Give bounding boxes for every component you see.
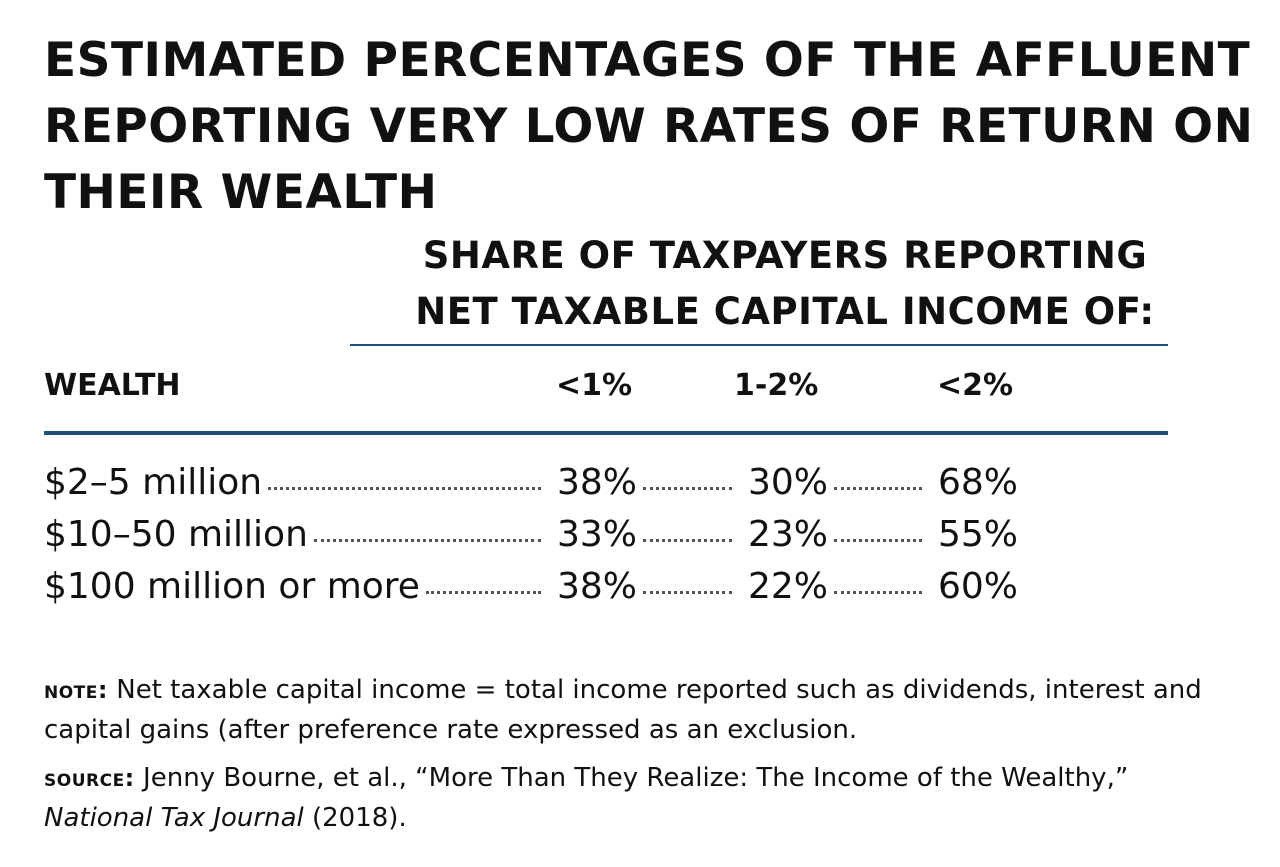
rule — [44, 431, 1168, 435]
note-text: Net taxable capital income = total incom… — [44, 675, 1202, 745]
source: SOURCE: Jenny Bourne, et al., “More Than… — [44, 758, 1224, 838]
dot-leader — [834, 487, 922, 490]
source-journal: National Tax Journal — [44, 803, 304, 833]
cell-value: 55% — [937, 514, 1018, 555]
column-label: <1% — [556, 368, 633, 403]
wealth-label: $100 million or more — [44, 566, 420, 607]
cell-value: 68% — [937, 462, 1018, 503]
cell-value: 33% — [556, 514, 637, 555]
cell-value: 60% — [937, 566, 1018, 607]
dot-leader — [268, 487, 541, 490]
table-row: $10–50 million 33% 23% 55% — [44, 514, 1018, 566]
source-label: SOURCE: — [44, 764, 135, 792]
column-label: 1-2% — [734, 368, 819, 403]
table-row: $2–5 million 38% 30% 68% — [44, 462, 1018, 514]
cell-value: 30% — [747, 462, 828, 503]
column-label: <2% — [937, 368, 1014, 403]
cell-value: 38% — [556, 462, 637, 503]
note: NOTE: Net taxable capital income = total… — [44, 670, 1224, 750]
cell-value: 22% — [747, 566, 828, 607]
dot-leader — [643, 591, 732, 594]
source-year: (2018). — [312, 803, 407, 833]
source-text: Jenny Bourne, et al., “More Than They Re… — [143, 763, 1129, 793]
wealth-label: $2–5 million — [44, 462, 263, 503]
wealth-label: $10–50 million — [44, 514, 308, 555]
cell-value: 23% — [747, 514, 828, 555]
column-label: WEALTH — [44, 368, 181, 403]
dot-leader — [643, 487, 732, 490]
dot-leader — [313, 539, 541, 542]
rule — [350, 344, 1168, 346]
column-header: WEALTH <1% 1-2% <2% — [44, 368, 1168, 418]
table-body: $2–5 million 38% 30% 68% $10–50 million 33% 23… — [44, 462, 1168, 618]
group-header: SHARE OF TAXPAYERS REPORTING NET TAXABLE… — [415, 234, 1155, 333]
cell-value: 38% — [556, 566, 637, 607]
title: ESTIMATED PERCENTAGES OF THE AFFLUENT RE… — [44, 33, 1254, 220]
note-label: NOTE: — [44, 676, 108, 704]
table-row: $100 million or more 38% 22% 60% — [44, 566, 1018, 618]
dot-leader — [425, 591, 541, 594]
dot-leader — [834, 539, 922, 542]
dot-leader — [834, 591, 922, 594]
dot-leader — [643, 539, 732, 542]
